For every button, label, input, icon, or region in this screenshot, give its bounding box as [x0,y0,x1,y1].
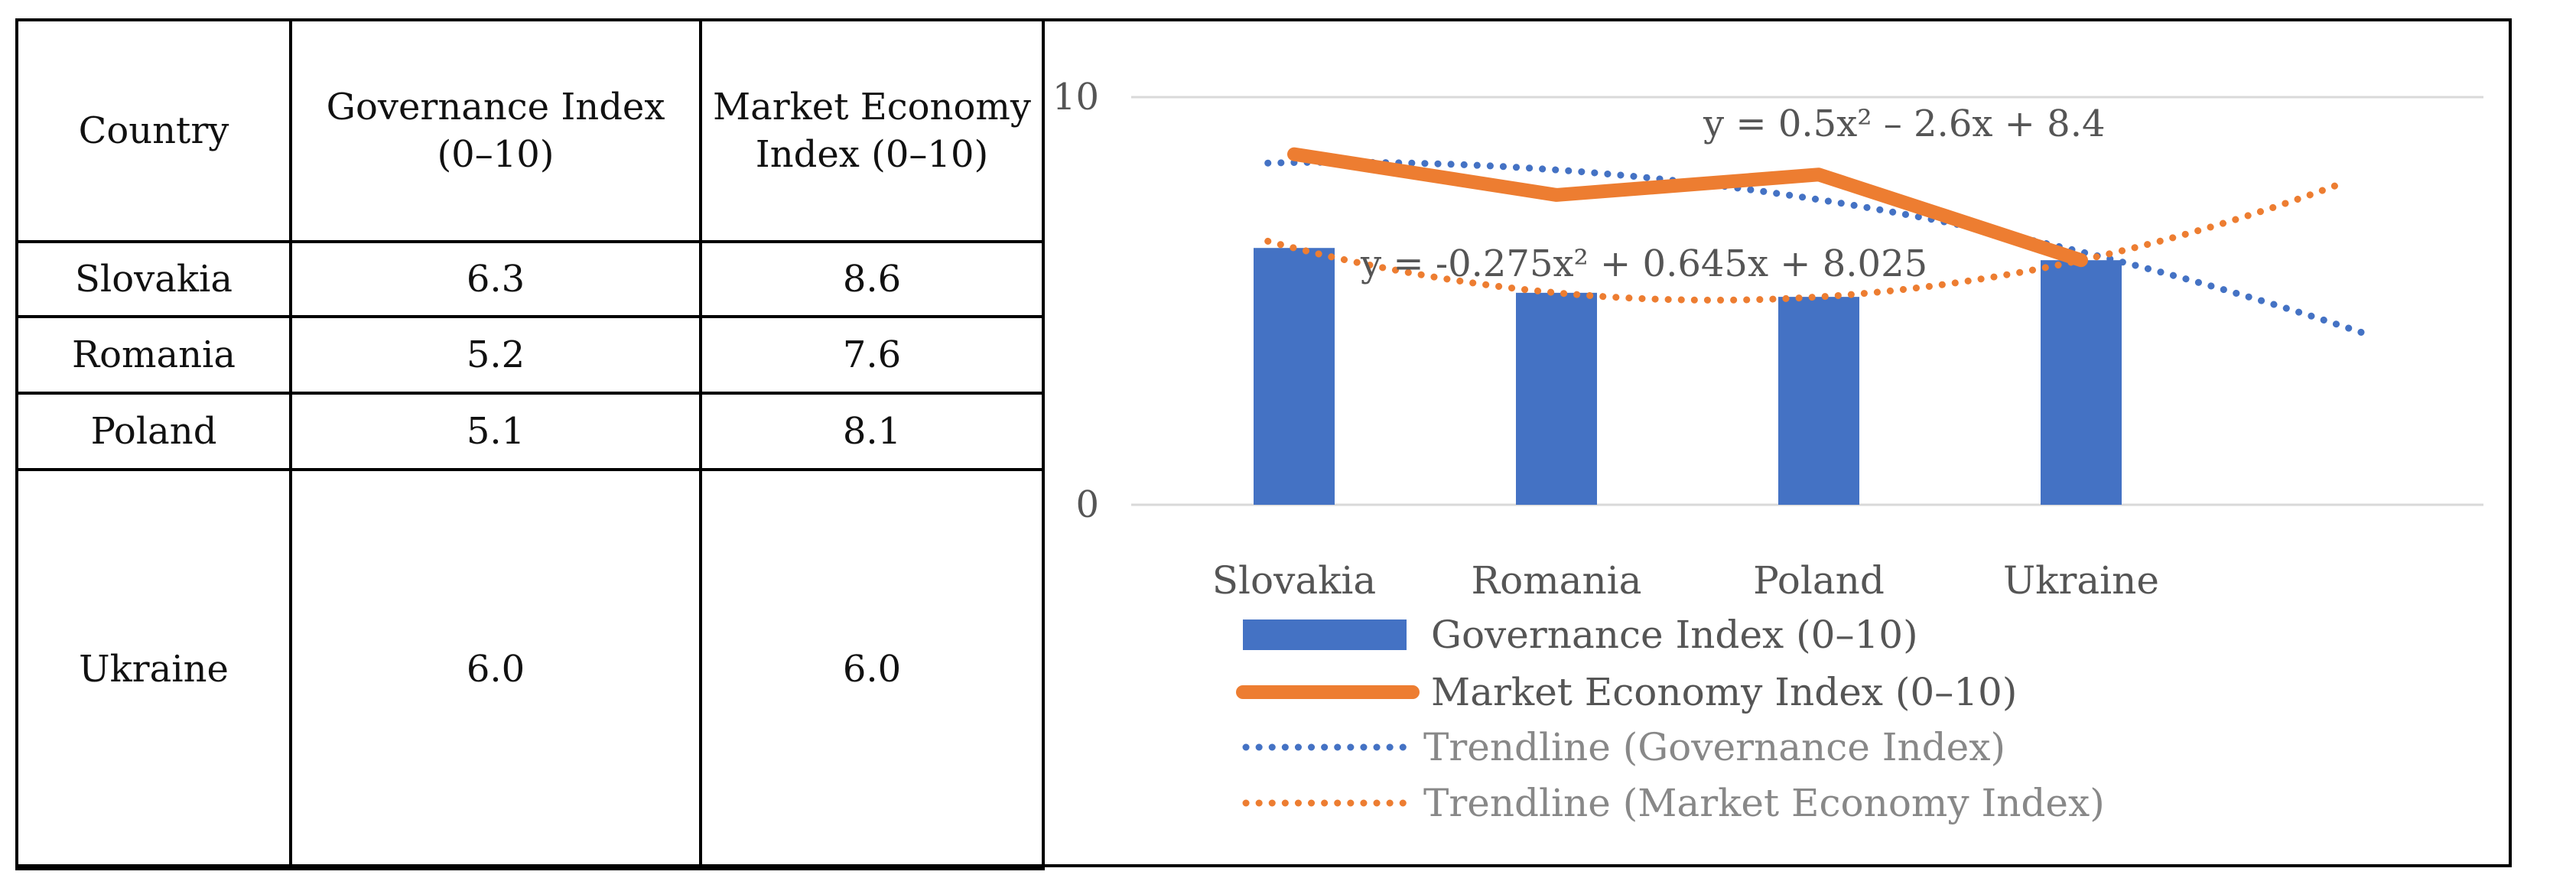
legend-swatch-bar [1243,619,1407,650]
category-label: Poland [1753,558,1885,603]
legend-label: Governance Index (0–10) [1431,613,1918,657]
category-label: Slovakia [1212,558,1377,603]
trendline-equation: y = -0.275x² + 0.645x + 8.025 [1360,242,1927,285]
cell-market-economy: 6.0 [699,468,1045,870]
cell-country: Slovakia [15,240,292,318]
bar [1778,297,1859,505]
cell-governance: 5.2 [289,315,702,395]
line-layer [1287,147,2088,268]
bar [2041,260,2122,505]
legend-label: Market Economy Index (0–10) [1431,670,2017,714]
cell-country: Poland [15,392,292,471]
bar [1254,248,1335,505]
category-label: Ukraine [2003,558,2159,603]
cell-market-economy: 8.6 [699,240,1045,318]
bar-layer [1254,248,2122,505]
y-tick-label: 0 [1075,483,1099,526]
bar [1516,292,1597,505]
cell-country: Romania [15,315,292,395]
trendline-equation: y = 0.5x² – 2.6x + 8.4 [1703,102,2106,145]
trendline [1264,179,2347,304]
data-table: Country Governance Index (0–10) Market E… [15,18,1045,870]
chart-svg: 0 10 y = -0.275x² + 0.645x + 8.025 y = 0.5x… [1052,76,2483,825]
table-row: Ukraine 6.0 6.0 [15,468,1045,870]
cell-governance: 6.0 [289,468,702,870]
label-layer: 0 10 y = -0.275x² + 0.645x + 8.025 y = 0.5x… [1052,76,2159,603]
cell-country: Ukraine [15,468,292,870]
cell-governance: 6.3 [289,240,702,318]
legend-label: Trendline (Market Economy Index) [1423,781,2105,825]
trendline [1264,158,2373,339]
header-country: Country [15,18,292,243]
trendline-layer [1264,158,2373,339]
cell-market-economy: 8.1 [699,392,1045,471]
cell-governance: 5.1 [289,392,702,471]
y-tick-label: 10 [1052,76,1099,119]
table-row: Poland 5.1 8.1 [15,392,1045,471]
legend: Governance Index (0–10) Market Economy In… [1236,613,2105,825]
table-header-row: Country Governance Index (0–10) Market E… [15,18,1045,243]
table-row: Romania 5.2 7.6 [15,315,1045,395]
chart-area: 0 10 y = -0.275x² + 0.645x + 8.025 y = 0.5x… [1046,21,2509,864]
header-market-economy-index: Market Economy Index (0–10) [699,18,1045,243]
cell-market-economy: 7.6 [699,315,1045,395]
legend-label: Trendline (Governance Index) [1423,725,2005,769]
series-line [1287,147,2088,268]
header-governance-index: Governance Index (0–10) [289,18,702,243]
category-label: Romania [1472,558,1642,603]
table-row: Slovakia 6.3 8.6 [15,240,1045,318]
